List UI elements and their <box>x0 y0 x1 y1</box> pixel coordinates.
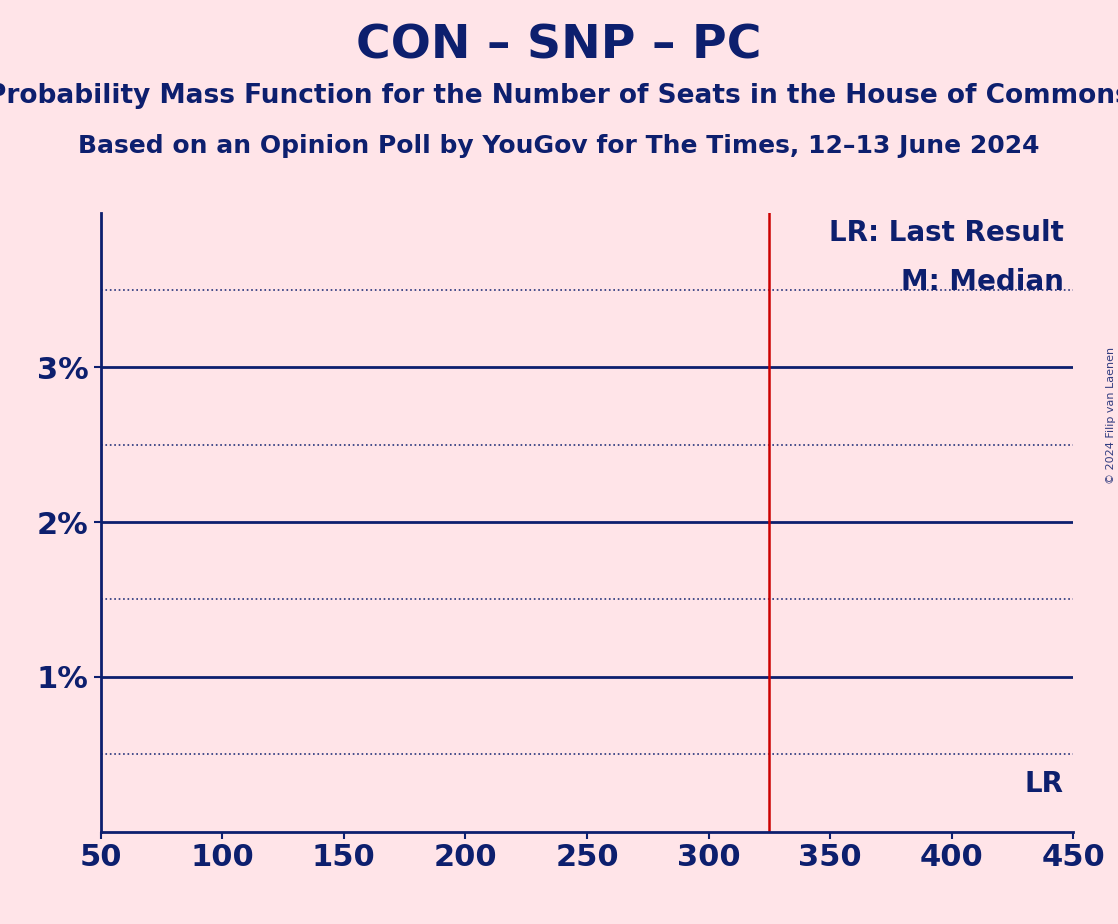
Text: LR: LR <box>1024 770 1063 797</box>
Text: © 2024 Filip van Laenen: © 2024 Filip van Laenen <box>1106 347 1116 484</box>
Text: CON – SNP – PC: CON – SNP – PC <box>357 23 761 68</box>
Text: LR: Last Result: LR: Last Result <box>828 219 1063 247</box>
Text: Based on an Opinion Poll by YouGov for The Times, 12–13 June 2024: Based on an Opinion Poll by YouGov for T… <box>78 134 1040 158</box>
Text: Probability Mass Function for the Number of Seats in the House of Commons: Probability Mass Function for the Number… <box>0 83 1118 109</box>
Text: M: Median: M: Median <box>901 268 1063 297</box>
